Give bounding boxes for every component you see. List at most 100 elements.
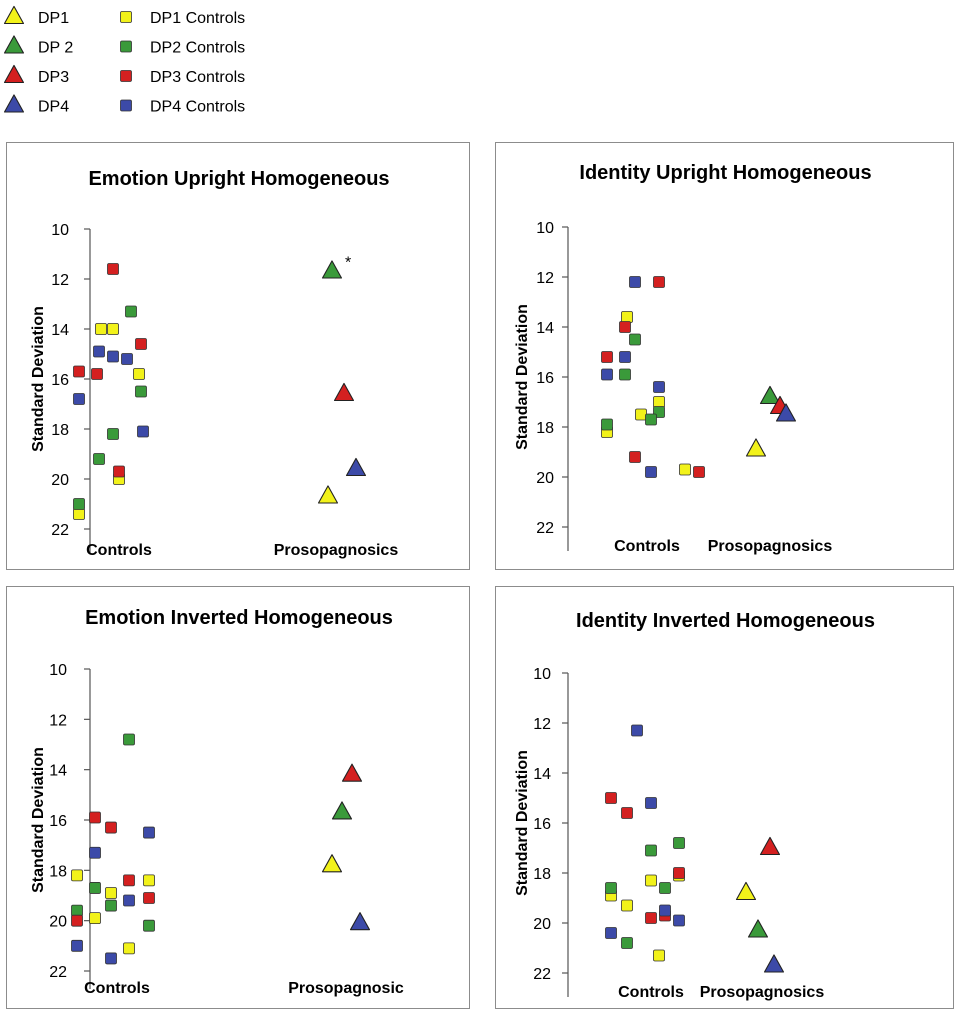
control-point-dp2-controls bbox=[105, 899, 117, 912]
series-dp2-controls bbox=[605, 837, 685, 949]
control-point-dp1-controls bbox=[71, 869, 83, 882]
legend-label-dp4-controls: DP4 Controls bbox=[150, 99, 245, 116]
control-point-dp1-controls bbox=[89, 912, 101, 925]
control-point-dp1-controls bbox=[621, 311, 633, 323]
y-tick-label: 12 bbox=[533, 716, 551, 733]
series-dp3-controls bbox=[71, 811, 155, 927]
y-axis-label: Standard Deviation bbox=[514, 750, 531, 896]
chart-svg: Identity Upright Homogeneous 10 12 14 16 18 20… bbox=[514, 162, 872, 555]
y-tick-label: 20 bbox=[51, 472, 69, 489]
chart-panel-emotion-inverted: Emotion Inverted Homogeneous 10 12 14 16 18 20… bbox=[6, 586, 470, 1009]
legend-marker-dp1-controls bbox=[120, 11, 132, 23]
control-point-dp2-controls bbox=[125, 305, 137, 318]
series-dp3-controls bbox=[73, 263, 147, 478]
control-point-dp1-controls bbox=[133, 368, 145, 380]
y-tick-label: 18 bbox=[51, 422, 69, 439]
control-point-dp1-controls bbox=[653, 949, 665, 962]
control-point-dp2-controls bbox=[645, 844, 657, 857]
y-tick-label: 10 bbox=[49, 662, 67, 679]
legend-label-dp3-controls: DP3 Controls bbox=[150, 69, 245, 86]
control-point-dp4-controls bbox=[619, 351, 631, 363]
legend-marker-dp-2 bbox=[3, 35, 25, 54]
control-point-dp4-controls bbox=[645, 466, 657, 478]
y-tick-label: 18 bbox=[533, 866, 551, 883]
control-point-dp2-controls bbox=[135, 385, 147, 398]
series-dp3-controls bbox=[605, 792, 685, 924]
series-dp-2 bbox=[321, 260, 343, 279]
control-point-dp4-controls bbox=[73, 393, 85, 405]
legend-label-dp1-controls: DP1 Controls bbox=[150, 10, 245, 27]
legend-item-dp2-controls: DP2 Controls bbox=[120, 40, 245, 57]
control-point-dp2-controls bbox=[673, 837, 685, 849]
y-tick-label: 16 bbox=[49, 813, 67, 830]
legend-marker-dp2-controls bbox=[120, 40, 132, 53]
point-dp-2 bbox=[331, 801, 353, 820]
control-point-dp1-controls bbox=[73, 508, 85, 520]
chart-title: Emotion Upright Homogeneous bbox=[88, 168, 389, 190]
point-dp-2 bbox=[747, 919, 769, 938]
control-point-dp4-controls bbox=[601, 368, 613, 381]
legend-label-dp-2: DP 2 bbox=[38, 40, 73, 57]
control-point-dp2-controls bbox=[107, 428, 119, 440]
control-point-dp2-controls bbox=[619, 368, 631, 381]
chart-title: Identity Upright Homogeneous bbox=[579, 162, 871, 184]
series-dp4 bbox=[349, 912, 371, 931]
control-point-dp3-controls bbox=[605, 792, 617, 804]
point-dp3 bbox=[759, 836, 781, 856]
control-point-dp4-controls bbox=[121, 353, 133, 365]
control-point-dp2-controls bbox=[645, 413, 657, 426]
category-label-controls: Controls bbox=[86, 542, 152, 559]
series-dp-2 bbox=[759, 385, 781, 405]
y-tick-label: 12 bbox=[49, 712, 67, 729]
control-point-dp1-controls bbox=[95, 323, 107, 335]
control-point-dp4-controls bbox=[143, 826, 155, 839]
control-point-dp3-controls bbox=[113, 465, 125, 478]
control-point-dp1-controls bbox=[645, 874, 657, 887]
control-point-dp4-controls bbox=[645, 797, 657, 809]
series-dp1-controls bbox=[605, 869, 685, 962]
legend-label-dp4: DP4 bbox=[38, 99, 69, 116]
chart-svg: Identity Inverted Homogeneous 10 12 14 16 18 2… bbox=[514, 610, 875, 1001]
control-point-dp1-controls bbox=[679, 463, 691, 476]
point-dp-2 bbox=[759, 385, 781, 405]
control-point-dp2-controls bbox=[71, 904, 83, 917]
control-point-dp1-controls bbox=[653, 396, 665, 408]
control-point-dp4-controls bbox=[105, 952, 117, 965]
legend: DP1 DP 2 DP3 DP4 DP1 Controls DP2 Controls DP3… bbox=[3, 5, 245, 116]
y-tick-label: 14 bbox=[536, 320, 554, 337]
control-point-dp3-controls bbox=[601, 351, 613, 363]
series-dp1 bbox=[317, 485, 339, 504]
point-dp4 bbox=[345, 457, 367, 477]
series-dp1-controls bbox=[71, 869, 155, 955]
control-point-dp1-controls bbox=[635, 408, 647, 421]
series-dp-2 bbox=[747, 919, 769, 938]
y-axis-label: Standard Deviation bbox=[514, 304, 531, 450]
series-dp4 bbox=[763, 954, 785, 973]
legend-marker-dp4-controls bbox=[120, 99, 132, 112]
point-dp1 bbox=[317, 485, 339, 504]
control-point-dp2-controls bbox=[123, 733, 135, 746]
series-dp3 bbox=[341, 763, 363, 782]
point-dp1 bbox=[735, 881, 757, 901]
legend-marker-dp1 bbox=[3, 5, 25, 25]
control-point-dp3-controls bbox=[673, 867, 685, 879]
series-dp-2 bbox=[331, 801, 353, 820]
chart-svg: Emotion Inverted Homogeneous 10 12 14 16 18 20… bbox=[30, 607, 404, 997]
control-point-dp1-controls bbox=[143, 874, 155, 887]
y-tick-label: 16 bbox=[51, 372, 69, 389]
control-point-dp2-controls bbox=[605, 882, 617, 894]
control-point-dp1-controls bbox=[105, 887, 117, 899]
y-tick-label: 10 bbox=[536, 220, 554, 237]
y-tick-label: 16 bbox=[533, 816, 551, 833]
y-tick-label: 10 bbox=[51, 222, 69, 239]
series-dp4-controls bbox=[601, 276, 665, 478]
control-point-dp3-controls bbox=[91, 368, 103, 380]
control-point-dp1-controls bbox=[123, 942, 135, 955]
chart-svg: Emotion Upright Homogeneous 10 12 14 16 18 20 2… bbox=[30, 168, 399, 559]
y-tick-label: 10 bbox=[533, 666, 551, 683]
significance-marker: * bbox=[345, 255, 351, 272]
control-point-dp2-controls bbox=[601, 418, 613, 431]
category-label-prosopagnosics: Prosopagnosics bbox=[274, 542, 399, 559]
point-dp1 bbox=[321, 854, 343, 873]
control-point-dp2-controls bbox=[89, 882, 101, 894]
